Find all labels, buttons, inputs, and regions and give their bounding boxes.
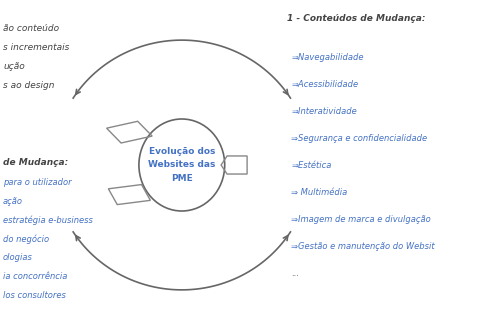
Text: ⇒Gestão e manutenção do Websit: ⇒Gestão e manutenção do Websit xyxy=(292,242,435,251)
Text: ão conteúdo: ão conteúdo xyxy=(3,24,59,33)
Text: ⇒Estética: ⇒Estética xyxy=(292,161,332,170)
Text: 1 - Conteúdos de Mudança:: 1 - Conteúdos de Mudança: xyxy=(287,14,425,23)
Text: ⇒ Multimédia: ⇒ Multimédia xyxy=(292,188,348,197)
Text: ⇒Acessibilidade: ⇒Acessibilidade xyxy=(292,80,358,89)
Text: ⇒Interatividade: ⇒Interatividade xyxy=(292,107,357,116)
Text: ⇒Navegabilidade: ⇒Navegabilidade xyxy=(292,53,364,62)
Text: ação: ação xyxy=(3,197,23,206)
Text: s ao design: s ao design xyxy=(3,81,54,90)
Text: ologias: ologias xyxy=(3,253,33,262)
Text: ⇒Imagem de marca e divulgação: ⇒Imagem de marca e divulgação xyxy=(292,215,431,224)
Text: ...: ... xyxy=(292,269,299,278)
Text: para o utilizador: para o utilizador xyxy=(3,178,72,187)
Text: Evolução dos
Websites das
PME: Evolução dos Websites das PME xyxy=(148,147,216,183)
Text: los consultores: los consultores xyxy=(3,290,66,300)
Text: estratégia e-business: estratégia e-business xyxy=(3,215,93,225)
Text: s incrementais: s incrementais xyxy=(3,43,69,52)
Text: ia concorrência: ia concorrência xyxy=(3,272,67,281)
Text: do negócio: do negócio xyxy=(3,234,49,244)
Text: de Mudança:: de Mudança: xyxy=(3,158,68,167)
Text: ução: ução xyxy=(3,62,25,71)
Text: ⇒Segurança e confidencialidade: ⇒Segurança e confidencialidade xyxy=(292,134,427,143)
